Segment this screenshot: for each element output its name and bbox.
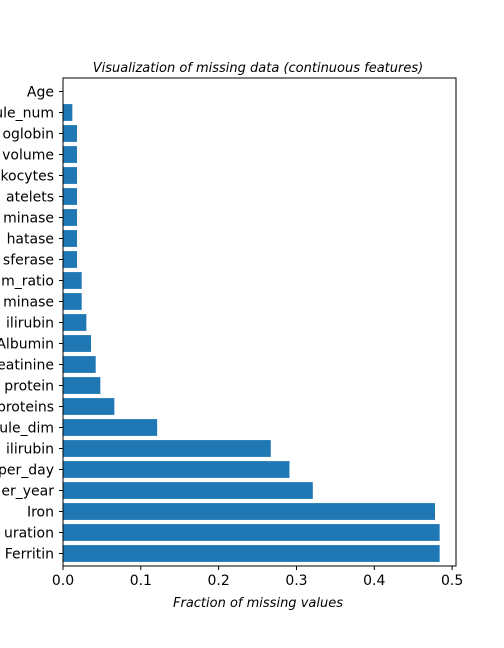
- y-tick-label: er_year: [1, 484, 54, 500]
- bar: [63, 503, 435, 520]
- y-tick-label: eatinine: [0, 358, 54, 374]
- bar: [63, 419, 158, 436]
- x-tick-label: 0.3: [285, 573, 307, 589]
- x-tick-label: 0.1: [130, 573, 152, 589]
- y-tick-label: minase: [3, 295, 54, 311]
- y-tick-label: Age: [27, 85, 54, 101]
- y-tick-label: atelets: [6, 190, 54, 206]
- y-tick-label: proteins: [0, 400, 54, 416]
- bar: [63, 272, 82, 289]
- bars-group: [63, 104, 440, 562]
- y-tick-label: kocytes: [0, 169, 54, 185]
- bar: [63, 440, 271, 457]
- y-tick-label: ule_dim: [0, 421, 54, 437]
- y-tick-label: hatase: [7, 232, 54, 248]
- x-axis-ticks: 0.0 0.1 0.2 0.3 0.4 0.5: [52, 566, 463, 589]
- y-tick-label: sferase: [3, 253, 54, 269]
- bar: [63, 524, 440, 541]
- bar: [63, 293, 82, 310]
- y-tick-label: oglobin: [2, 127, 54, 143]
- bar: [63, 377, 101, 394]
- bar: [63, 461, 290, 478]
- y-tick-label: Iron: [27, 505, 54, 521]
- y-tick-label: m_ratio: [1, 274, 54, 290]
- y-tick-label: protein: [4, 379, 54, 395]
- x-tick-label: 0.0: [52, 573, 74, 589]
- y-tick-label: uration: [4, 526, 54, 542]
- bar: [63, 314, 87, 331]
- chart-title: Visualization of missing data (continuou…: [93, 61, 423, 76]
- y-tick-label: per_day: [0, 463, 54, 479]
- y-tick-label: Ferritin: [5, 547, 54, 563]
- bar: [63, 146, 78, 163]
- bar: [63, 209, 78, 226]
- bar: [63, 482, 313, 499]
- bar: [63, 104, 73, 121]
- x-axis-label: Fraction of missing values: [173, 596, 343, 611]
- bar: [63, 398, 115, 415]
- y-tick-label: ule_num: [0, 106, 54, 122]
- bar: [63, 545, 440, 562]
- y-tick-label: volume: [2, 148, 54, 164]
- bar: [63, 125, 78, 142]
- y-tick-label: ilirubin: [6, 316, 54, 332]
- y-tick-label: ilirubin: [6, 442, 54, 458]
- bar: [63, 188, 78, 205]
- bar: [63, 356, 96, 373]
- x-tick-label: 0.5: [441, 573, 463, 589]
- y-tick-label: Albumin: [0, 337, 54, 353]
- x-tick-label: 0.4: [363, 573, 385, 589]
- plot-frame: [62, 77, 457, 567]
- bar: [63, 230, 78, 247]
- bar: [63, 251, 78, 268]
- bar: [63, 167, 78, 184]
- x-tick-label: 0.2: [208, 573, 230, 589]
- y-tick-label: minase: [3, 211, 54, 227]
- bar: [63, 335, 92, 352]
